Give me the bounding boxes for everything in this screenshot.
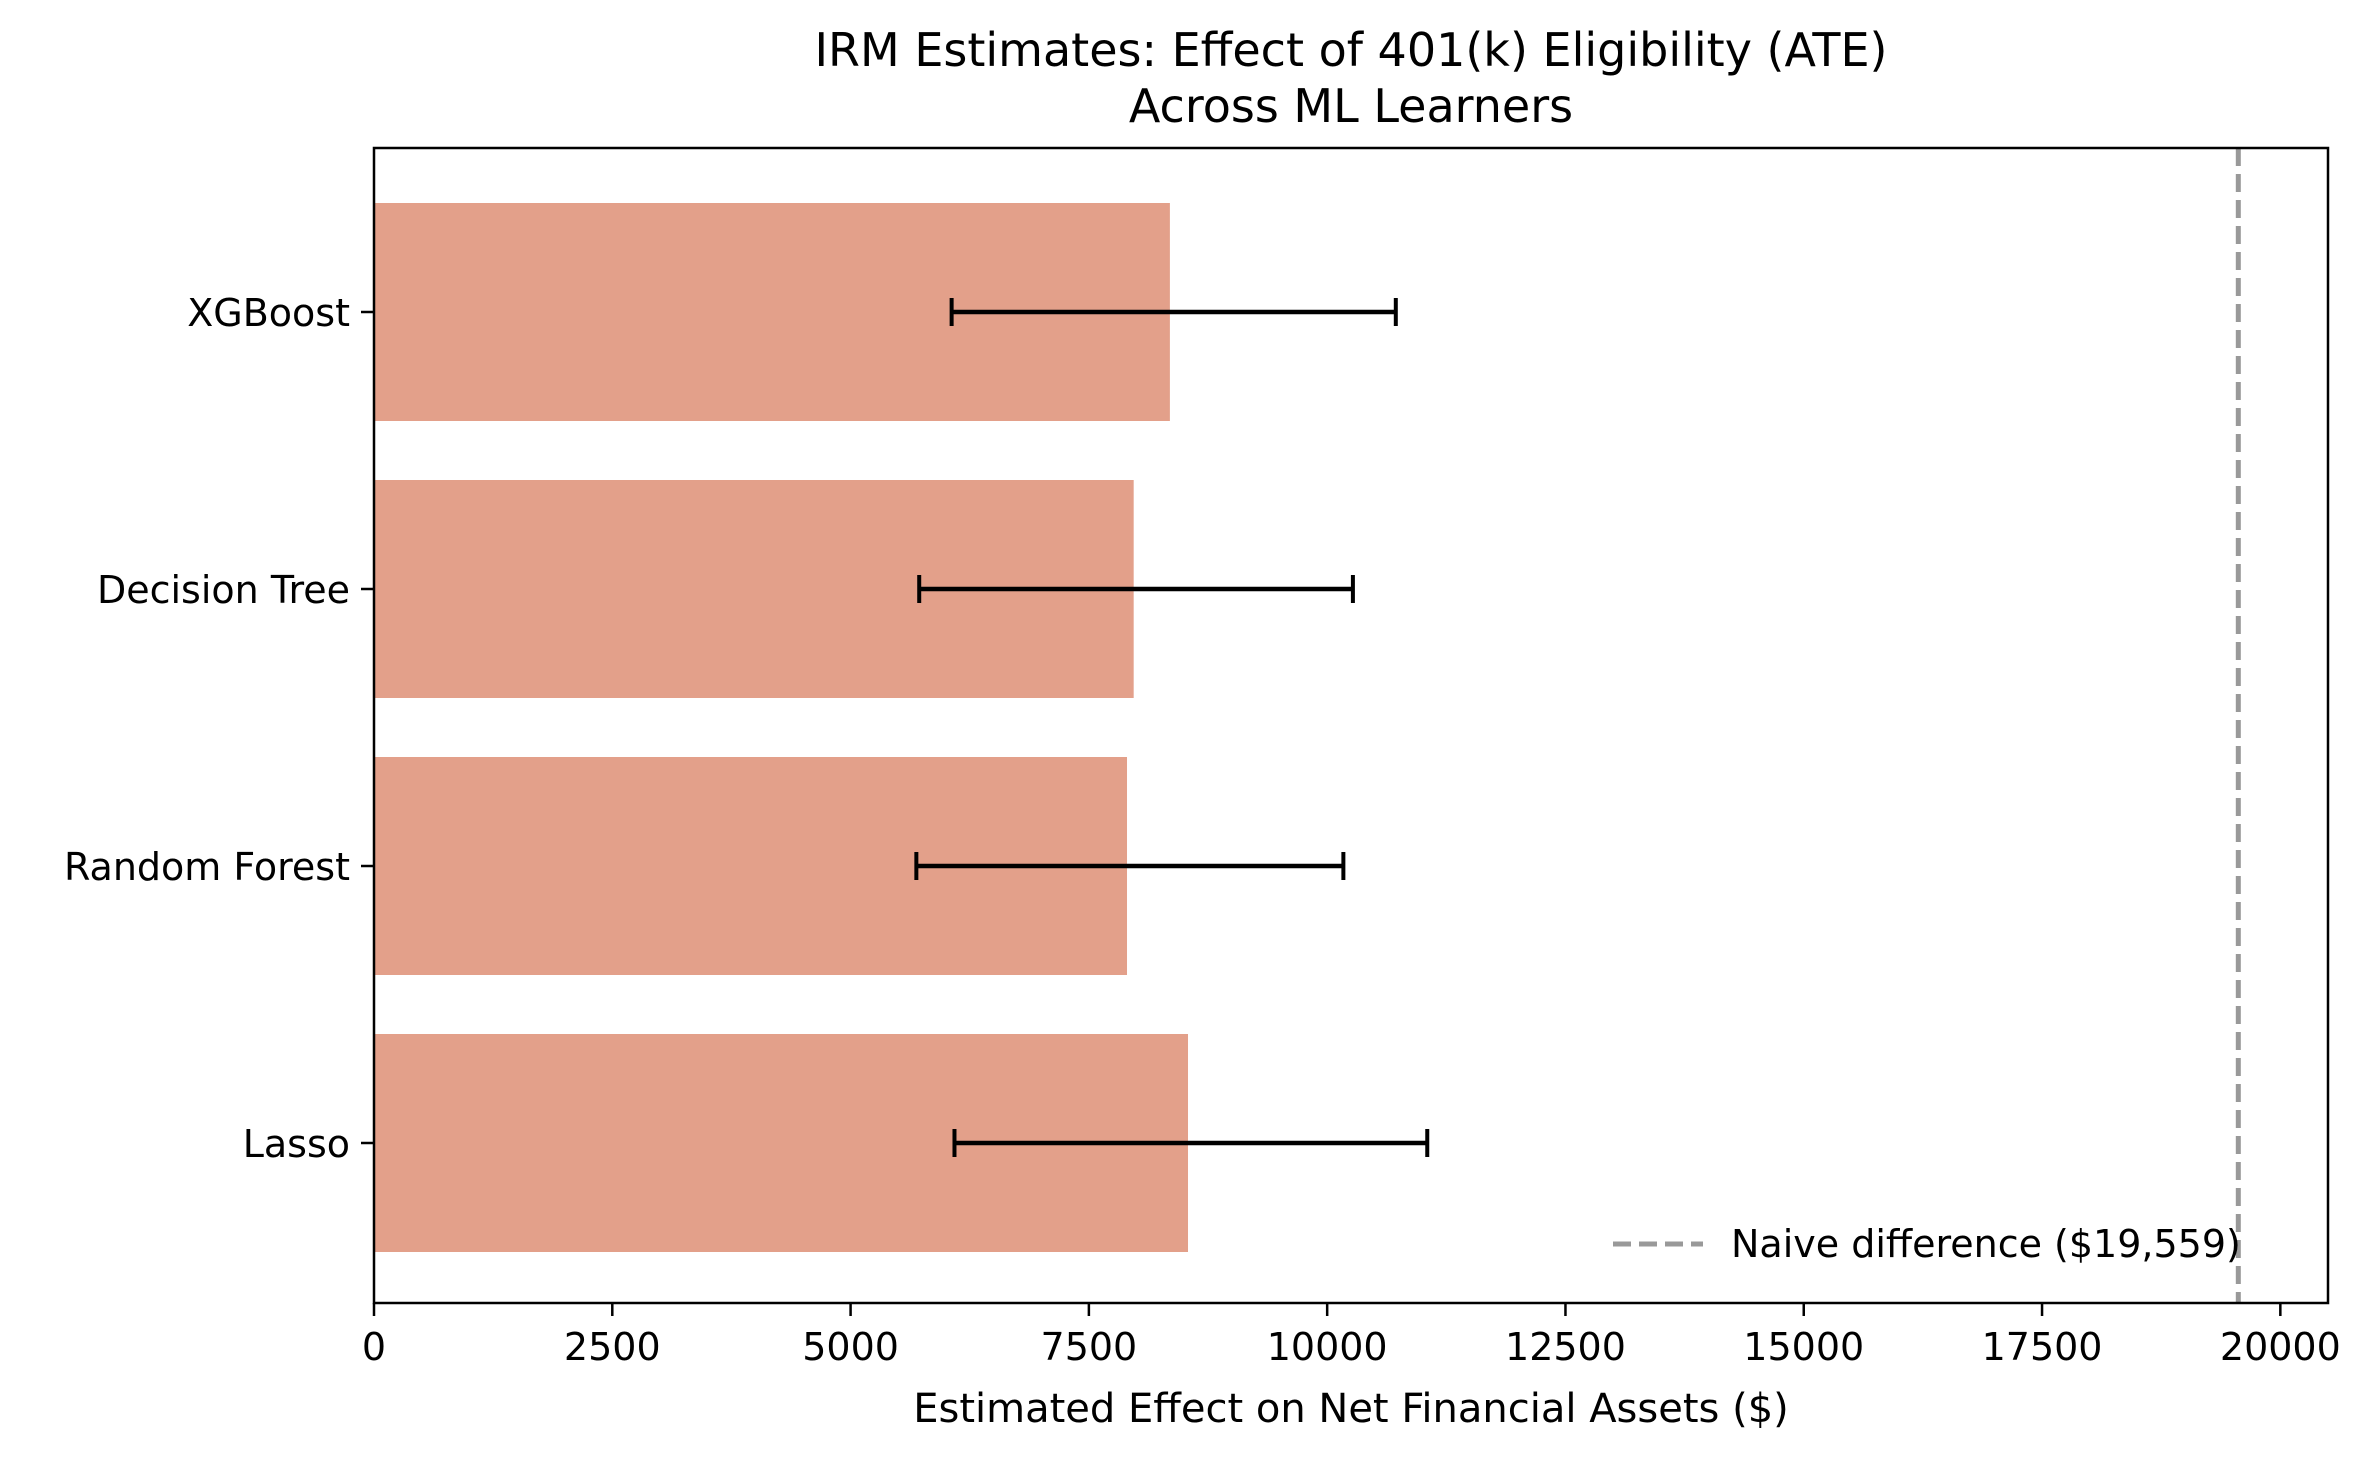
x-tick-label-5000: 5000 bbox=[802, 1325, 899, 1369]
legend: Naive difference ($19,559) bbox=[1613, 1222, 2241, 1266]
x-tick-label-17500: 17500 bbox=[1982, 1325, 2103, 1369]
y-axis-ticks: Lasso Random Forest Decision Tree XGBoost bbox=[64, 291, 374, 1166]
errorbars-layer bbox=[914, 298, 1430, 1157]
x-tick-label-20000: 20000 bbox=[2220, 1325, 2341, 1369]
legend-label: Naive difference ($19,559) bbox=[1731, 1222, 2241, 1266]
x-tick-label-15000: 15000 bbox=[1743, 1325, 1864, 1369]
y-tick-label-xgboost: XGBoost bbox=[187, 291, 350, 335]
x-axis-label: Estimated Effect on Net Financial Assets… bbox=[913, 1386, 1789, 1432]
x-axis-ticks: 0 2500 5000 7500 10000 12500 15000 17500 20000 bbox=[362, 1303, 2341, 1369]
x-tick-label-0: 0 bbox=[362, 1325, 386, 1369]
y-tick-label-random-forest: Random Forest bbox=[64, 845, 350, 889]
x-tick-label-10000: 10000 bbox=[1267, 1325, 1388, 1369]
plot-frame bbox=[372, 146, 2330, 1305]
y-tick-label-decision-tree: Decision Tree bbox=[97, 568, 350, 612]
chart-title-line1: IRM Estimates: Effect of 401(k) Eligibil… bbox=[814, 23, 1887, 77]
x-tick-label-7500: 7500 bbox=[1041, 1325, 1138, 1369]
bars-layer bbox=[374, 203, 1189, 1252]
y-tick-label-lasso: Lasso bbox=[243, 1122, 350, 1166]
x-tick-label-12500: 12500 bbox=[1505, 1325, 1626, 1369]
x-tick-label-2500: 2500 bbox=[564, 1325, 661, 1369]
chart-title-line2: Across ML Learners bbox=[1129, 79, 1573, 133]
